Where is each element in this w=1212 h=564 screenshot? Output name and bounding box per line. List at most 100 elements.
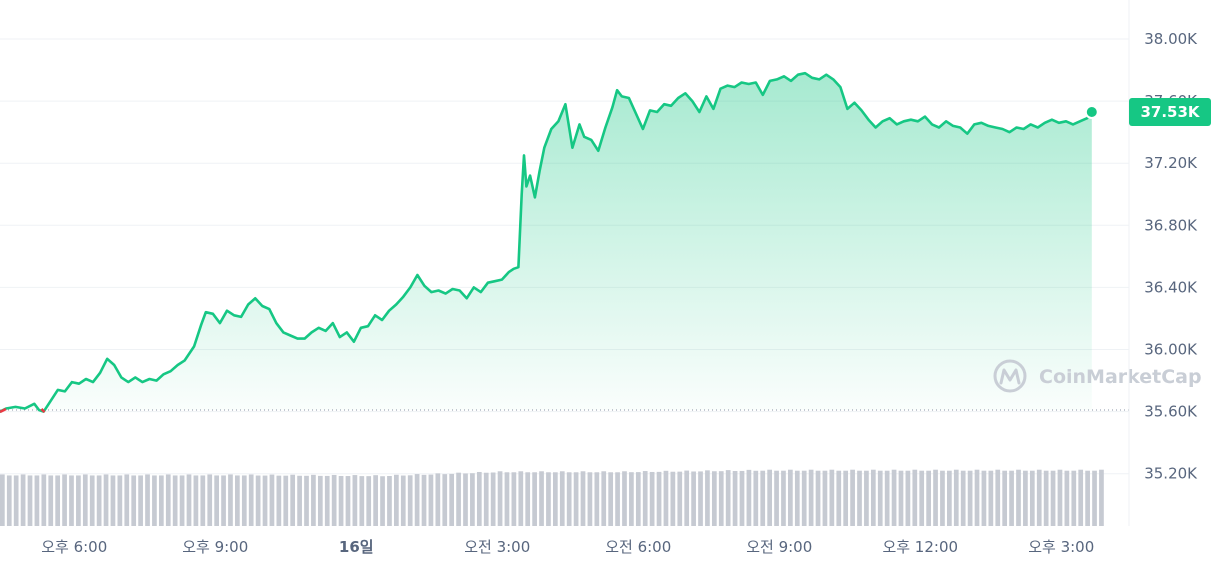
volume-bar [629, 472, 634, 526]
volume-bar [131, 475, 137, 526]
volume-bar [193, 475, 199, 526]
volume-bar [352, 475, 358, 526]
current-price-badge-bg [1129, 98, 1211, 126]
volume-bar [684, 470, 690, 526]
volume-bar [808, 469, 814, 526]
volume-bar [960, 470, 966, 526]
volume-bar [165, 474, 171, 526]
volume-bar [483, 472, 489, 526]
volume-bar [912, 469, 918, 526]
volume-bar [435, 473, 441, 526]
volume-bar [822, 470, 828, 526]
volume-bar [587, 472, 593, 526]
volume-bar [470, 473, 475, 526]
volume-bar [815, 470, 821, 526]
volume-bar [269, 474, 275, 526]
volume-bar [608, 472, 614, 526]
volume-bar [158, 475, 164, 526]
volume-bar [248, 474, 254, 526]
volume-bar [788, 469, 793, 526]
volume-bar [877, 470, 883, 526]
volume-bar [711, 471, 717, 526]
volume-bar [559, 471, 565, 526]
volume-bar [48, 475, 54, 526]
y-axis: 38.00K37.60K37.20K36.80K36.40K36.00K35.6… [1144, 30, 1198, 483]
volume-bar [124, 474, 130, 526]
volume-bar [691, 471, 696, 526]
x-tick-label: 오후 6:00 [41, 538, 107, 556]
y-tick-label: 36.00K [1144, 341, 1198, 359]
volume-bar [1023, 470, 1028, 526]
volume-bar [152, 475, 157, 526]
volume-bar [774, 470, 779, 526]
y-tick-label: 38.00K [1144, 30, 1198, 48]
volume-bar [0, 474, 5, 526]
volume-bar [1043, 470, 1049, 526]
volume-bar [642, 471, 648, 526]
volume-bar [870, 469, 876, 526]
volume-bar [953, 469, 959, 526]
volume-bar [359, 476, 365, 526]
coinmarketcap-logo-icon [993, 359, 1027, 393]
volume-bar [670, 471, 676, 526]
volume-bar [1078, 469, 1084, 526]
volume-bar [228, 474, 233, 526]
volume-bar [864, 470, 869, 526]
volume-bar [836, 470, 842, 526]
current-price-badge: 37.53K [1129, 98, 1211, 126]
volume-bar [442, 474, 448, 526]
x-tick-label: 오후 3:00 [1028, 538, 1094, 556]
negative-segment [0, 407, 7, 414]
volume-bar [753, 470, 759, 526]
volume-bar [1029, 470, 1035, 526]
volume-bar [214, 475, 219, 526]
volume-bar [27, 475, 33, 526]
volume-bar [221, 475, 226, 526]
volume-bar [546, 472, 551, 526]
volume-bar [580, 471, 586, 526]
volume-bar [421, 474, 427, 526]
volume-bar [490, 472, 496, 526]
x-tick-label: 오후 9:00 [182, 538, 248, 556]
volume-bar [940, 470, 945, 526]
volume-bar [988, 470, 994, 526]
volume-bar [884, 470, 890, 526]
volume-bar [898, 470, 904, 526]
volume-bar [186, 474, 192, 526]
volume-bar [967, 470, 973, 526]
volume-bar [338, 475, 344, 526]
volume-bar [718, 471, 724, 526]
volume-bar [919, 470, 925, 526]
volume-bar [235, 475, 240, 526]
volume-bar [463, 473, 468, 526]
volume-bar [532, 472, 537, 526]
volume-bar [55, 475, 61, 526]
volume-bar [1071, 470, 1077, 526]
volume-bar [76, 475, 81, 526]
volume-bar [698, 471, 703, 526]
volume-bar [400, 475, 406, 526]
volume-bar [1057, 469, 1063, 526]
volume-bar [1099, 469, 1104, 526]
volume-bar [497, 471, 503, 526]
volume-bar [656, 471, 662, 526]
x-tick-label: 16일 [339, 538, 374, 556]
volume-bar [1092, 470, 1097, 526]
volume-bar [1016, 469, 1021, 526]
volume-bar [34, 475, 40, 526]
volume-bar [525, 472, 531, 526]
x-tick-label: 오전 9:00 [746, 538, 812, 556]
volume-bar [905, 470, 911, 526]
volume-bar [767, 469, 772, 526]
watermark-text: CoinMarketCap [1039, 366, 1202, 388]
volume-bar [1002, 470, 1008, 526]
volume-bar [262, 475, 268, 526]
volume-bar [207, 474, 213, 526]
volume-bar [255, 475, 261, 526]
volume-bar [829, 469, 835, 526]
volume-bar [41, 474, 47, 526]
volume-bar [601, 471, 607, 526]
volume-bar [1050, 470, 1056, 526]
